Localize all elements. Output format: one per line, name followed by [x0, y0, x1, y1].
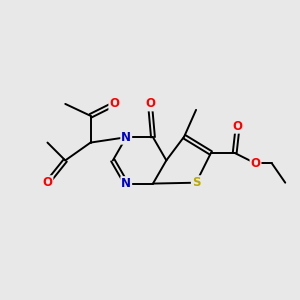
Text: N: N: [121, 177, 131, 190]
Text: S: S: [192, 176, 200, 189]
Text: O: O: [250, 157, 260, 170]
Text: O: O: [145, 98, 155, 110]
Text: O: O: [109, 98, 119, 110]
Text: O: O: [43, 176, 52, 189]
Text: N: N: [121, 131, 131, 144]
Text: O: O: [233, 120, 243, 133]
